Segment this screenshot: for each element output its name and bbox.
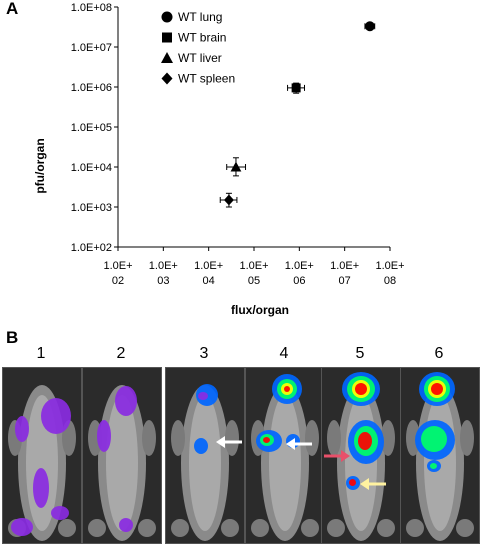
mouse-paw xyxy=(381,420,395,456)
arrow-icon-head xyxy=(360,478,369,490)
mouse-body-highlight xyxy=(189,395,221,531)
mouse-image-canvas xyxy=(171,384,242,541)
scatter-chart: 1.0E+02 1.0E+03 1.0E+04 1.0E+05 1.0E+06 1.0E+… xyxy=(33,2,405,317)
mouse-bioluminescence-image-4 xyxy=(245,367,325,544)
luminescence-signal xyxy=(11,518,33,536)
mouse-paw xyxy=(327,519,345,537)
x-tick-label: 1.0E+ 07 xyxy=(330,260,359,287)
x-tick-label: 1.0E+ 04 xyxy=(194,260,223,287)
luminescence-signal xyxy=(284,386,290,392)
mouse-bioluminescence-image-5 xyxy=(321,367,401,544)
y-tick-label: 1.0E+08 xyxy=(71,2,112,14)
wt-liver-point xyxy=(230,161,242,172)
wt-spleen-point xyxy=(223,194,234,206)
luminescence-signal xyxy=(97,420,111,452)
wt-lung-legend-marker xyxy=(161,11,173,23)
y-tick-label: 1.0E+03 xyxy=(71,202,112,214)
luminescence-signal xyxy=(51,506,69,520)
chart-axes xyxy=(114,6,391,251)
mouse-image-canvas xyxy=(8,385,76,541)
mouse-image-label-2: 2 xyxy=(116,345,126,362)
luminescence-signal xyxy=(41,398,71,434)
y-tick-label: 1.0E+07 xyxy=(71,42,112,54)
luminescence-signal xyxy=(15,416,29,442)
x-tick-label: 1.0E+ 06 xyxy=(285,260,314,287)
wt-brain-point xyxy=(291,83,301,93)
x-tick-label: 1.0E+ 03 xyxy=(149,260,178,287)
wt-liver-legend-label: WT liver xyxy=(178,51,222,65)
mouse-image-canvas xyxy=(406,372,474,541)
mouse-image-label-1: 1 xyxy=(36,345,46,362)
luminescence-signal xyxy=(421,426,447,452)
mouse-image-canvas xyxy=(88,385,156,541)
mouse-image-canvas xyxy=(251,374,319,541)
legend: WT lung WT brain WT liver WT spleen xyxy=(161,10,235,86)
y-tick-label: 1.0E+04 xyxy=(71,162,112,174)
y-axis-title: pfu/organ xyxy=(33,138,47,193)
luminescence-signal xyxy=(119,518,133,532)
luminescence-signal xyxy=(263,437,270,443)
mouse-image-label-5: 5 xyxy=(355,345,365,362)
wt-brain-legend-label: WT brain xyxy=(178,31,226,45)
arrow-icon-head xyxy=(341,450,350,462)
mouse-image-label-6: 6 xyxy=(434,345,444,362)
mouse-bioluminescence-image-1 xyxy=(2,367,82,544)
panel-b-label: B xyxy=(6,328,19,347)
arrow-icon-head xyxy=(286,438,295,450)
mouse-paw xyxy=(327,420,341,456)
luminescence-signal xyxy=(431,383,443,395)
mouse-paw xyxy=(301,519,319,537)
mouse-paw xyxy=(88,519,106,537)
mouse-paw xyxy=(456,519,474,537)
arrow-icon-head xyxy=(216,436,225,448)
mouse-paw xyxy=(251,519,269,537)
luminescence-signal xyxy=(430,463,437,469)
mouse-bioluminescence-image-6 xyxy=(400,367,480,544)
imaging-panel: 1 2 3 4 5 6 xyxy=(0,345,486,544)
x-tick-label: 1.0E+ 08 xyxy=(375,260,404,287)
y-tick-label: 1.0E+05 xyxy=(71,122,112,134)
x-axis-title: flux/organ xyxy=(231,303,289,317)
mouse-paw xyxy=(225,420,239,456)
panel-a-label: A xyxy=(6,0,19,18)
mouse-paw xyxy=(406,519,424,537)
wt-liver-legend-marker xyxy=(161,52,173,63)
wt-brain-legend-marker xyxy=(162,32,172,43)
mouse-paw xyxy=(171,420,185,456)
mouse-paw xyxy=(142,420,156,456)
luminescence-signal xyxy=(355,383,367,395)
x-tick-label: 1.0E+ 02 xyxy=(103,260,132,287)
luminescence-signal xyxy=(198,392,208,400)
mouse-paw xyxy=(221,519,239,537)
luminescence-signal xyxy=(349,479,356,486)
x-tick-label: 1.0E+ 05 xyxy=(239,260,268,287)
y-tick-labels: 1.0E+02 1.0E+03 1.0E+04 1.0E+05 1.0E+06 1.0E+… xyxy=(71,2,112,254)
wt-lung-legend-label: WT lung xyxy=(178,10,222,24)
mouse-image-canvas xyxy=(324,372,395,541)
mouse-image-label-3: 3 xyxy=(199,345,209,362)
x-tick-labels: 1.0E+ 02 1.0E+ 03 1.0E+ 04 1.0E+ 05 1.0E+ 06 1.0E+… xyxy=(103,260,404,287)
mouse-body-highlight xyxy=(269,395,301,531)
mouse-paw xyxy=(58,519,76,537)
mouse-bioluminescence-image-2 xyxy=(82,367,162,544)
mouse-paw xyxy=(460,420,474,456)
mouse-bioluminescence-image-3 xyxy=(165,367,245,544)
wt-spleen-legend-marker xyxy=(161,72,173,85)
mouse-paw xyxy=(138,519,156,537)
mouse-paw xyxy=(171,519,189,537)
mouse-paw xyxy=(377,519,395,537)
luminescence-signal xyxy=(194,438,208,454)
mouse-image-label-4: 4 xyxy=(279,345,289,362)
wt-lung-point xyxy=(364,21,375,32)
y-tick-label: 1.0E+02 xyxy=(71,242,112,254)
mouse-body-highlight xyxy=(106,395,138,531)
luminescence-signal xyxy=(115,386,137,416)
luminescence-signal xyxy=(33,468,49,508)
data-points xyxy=(219,21,376,208)
wt-spleen-legend-label: WT spleen xyxy=(178,72,235,86)
y-tick-label: 1.0E+06 xyxy=(71,82,112,94)
luminescence-signal xyxy=(358,432,372,450)
mouse-paw xyxy=(305,420,319,456)
